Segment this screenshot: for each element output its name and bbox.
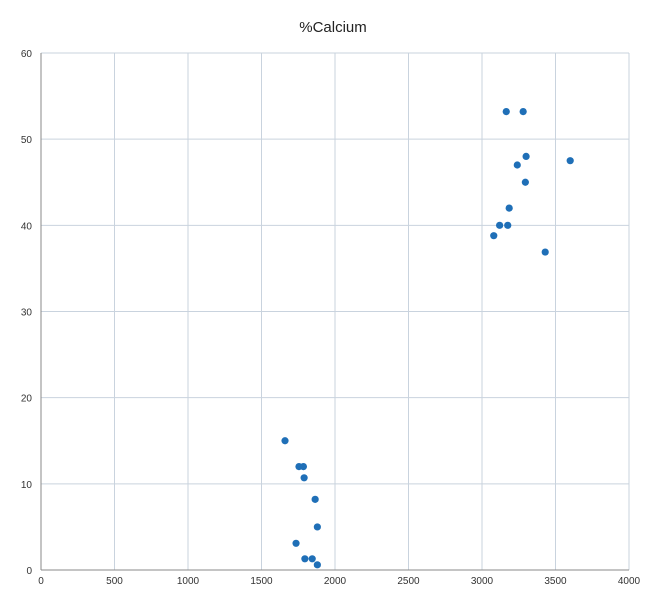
data-point	[281, 437, 289, 445]
data-point	[541, 248, 549, 256]
x-tick-label: 3000	[471, 576, 494, 587]
y-tick-label: 30	[21, 308, 33, 319]
data-point	[313, 561, 321, 569]
x-tick-label: 2000	[324, 576, 347, 587]
data-point	[490, 232, 498, 240]
data-points	[281, 107, 574, 569]
data-point	[521, 178, 529, 186]
data-point	[311, 495, 319, 503]
y-tick-label: 60	[21, 49, 33, 60]
data-point	[301, 555, 309, 563]
x-tick-label: 2500	[397, 576, 420, 587]
x-tick-label: 500	[106, 576, 123, 587]
y-tick-label: 10	[21, 480, 33, 491]
data-point	[496, 221, 504, 229]
x-axis-tick-labels: 0 500 1000 1500 2000 2500 3000 3500 4000	[38, 576, 640, 587]
y-tick-label: 40	[21, 221, 33, 232]
y-tick-label: 50	[21, 135, 33, 146]
data-point	[566, 157, 574, 165]
chart-title: %Calcium	[299, 19, 367, 36]
y-tick-label: 0	[26, 566, 32, 577]
y-tick-label: 20	[21, 394, 33, 405]
data-point	[519, 107, 527, 116]
data-point	[313, 523, 321, 531]
data-point	[292, 539, 300, 547]
data-point	[299, 463, 307, 471]
data-point	[308, 555, 316, 563]
data-point	[505, 204, 513, 212]
data-point	[522, 152, 530, 160]
x-tick-label: 0	[38, 576, 44, 587]
x-tick-label: 3500	[544, 576, 567, 587]
y-axis-tick-labels: 0 10 20 30 40 50 60	[21, 49, 33, 577]
data-point	[300, 474, 308, 482]
x-tick-label: 1500	[250, 576, 273, 587]
grid-lines	[41, 52, 630, 570]
data-point	[504, 221, 512, 229]
data-point	[502, 107, 510, 116]
data-point	[513, 161, 521, 169]
x-tick-label: 4000	[618, 576, 641, 587]
axes	[40, 53, 629, 571]
x-tick-label: 1000	[177, 576, 200, 587]
